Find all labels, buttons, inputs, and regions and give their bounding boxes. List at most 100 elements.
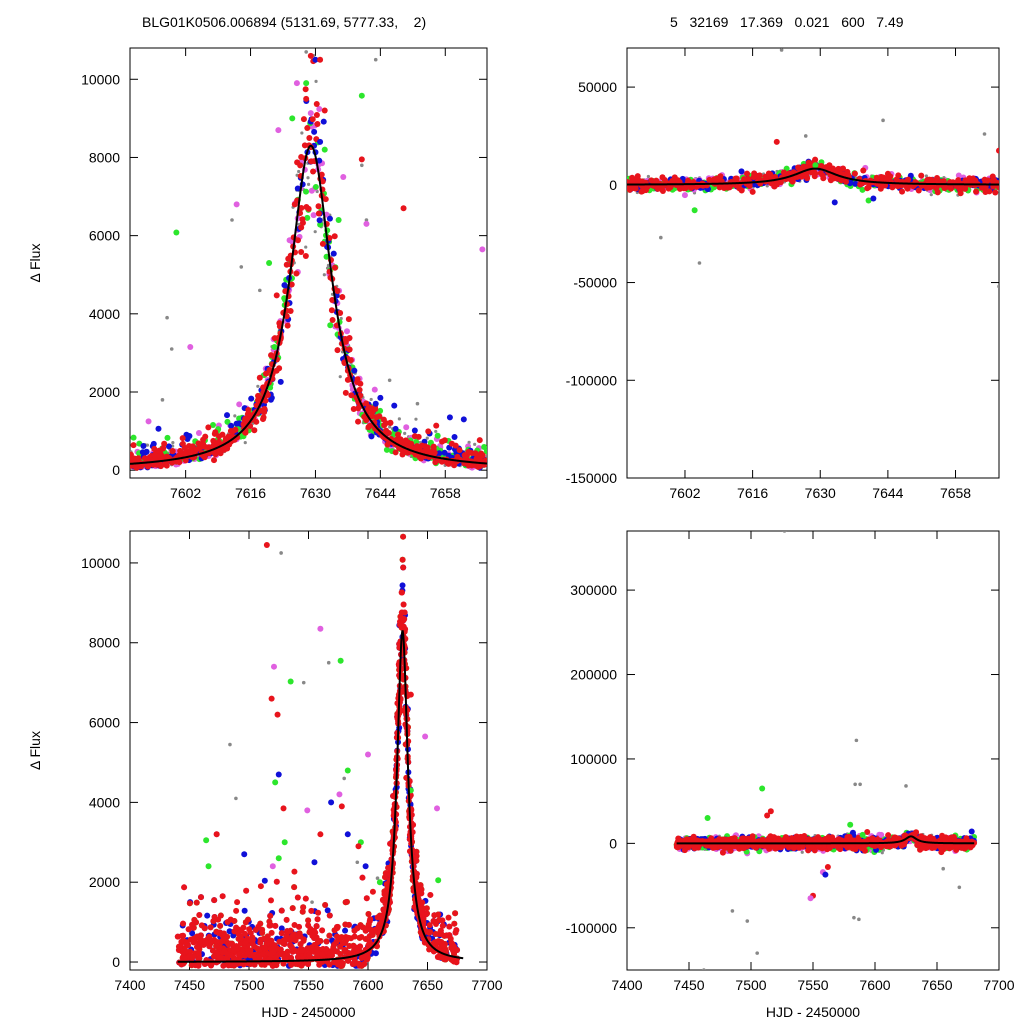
- data-point: [294, 159, 301, 166]
- header-right-parameters: 5 32169 17.369 0.021 600 7.49: [670, 14, 904, 30]
- data-point: [268, 929, 275, 936]
- data-point: [982, 189, 989, 196]
- data-point: [831, 199, 838, 206]
- data-point: [929, 193, 933, 197]
- x-tick-label: 7644: [365, 485, 396, 501]
- data-point: [330, 250, 337, 257]
- panel-bottom-left: 7400 7450 7500 7550 7600 7650 7700020004000600…: [27, 530, 503, 1020]
- data-point: [365, 405, 372, 412]
- data-point: [385, 429, 392, 436]
- data-point: [262, 370, 269, 377]
- data-point: [328, 307, 335, 314]
- data-point: [970, 178, 977, 185]
- x-tick-label: 7630: [805, 485, 836, 501]
- data-point: [319, 240, 326, 247]
- data-point: [160, 398, 165, 402]
- data-point: [749, 188, 756, 195]
- data-point: [957, 190, 964, 197]
- data-point: [997, 284, 999, 289]
- data-point: [233, 907, 240, 914]
- data-point: [682, 185, 689, 192]
- data-point: [947, 185, 954, 192]
- y-tick-label: 0: [112, 954, 120, 970]
- data-point: [838, 177, 845, 184]
- data-point: [303, 80, 310, 87]
- data-point: [316, 217, 323, 224]
- data-point: [397, 417, 401, 421]
- x-tick-label: 7650: [412, 977, 443, 993]
- data-point: [287, 308, 294, 315]
- y-tick-label: 0: [112, 462, 120, 478]
- data-point: [779, 48, 784, 52]
- data-point: [915, 187, 922, 194]
- data-point: [354, 376, 361, 383]
- data-point: [933, 185, 940, 192]
- y-tick-label: 2000: [89, 874, 120, 890]
- data-point: [304, 50, 308, 54]
- data-point: [355, 418, 362, 425]
- data-point: [415, 401, 420, 406]
- data-point: [414, 417, 418, 421]
- data-point: [151, 445, 158, 452]
- data-point: [243, 441, 247, 445]
- data-point: [312, 183, 319, 190]
- data-point: [955, 172, 962, 179]
- data-point: [294, 185, 301, 192]
- data-point: [214, 441, 221, 448]
- data-point: [326, 215, 333, 222]
- data-point: [321, 146, 328, 153]
- data-point: [256, 384, 260, 388]
- data-point: [313, 111, 320, 118]
- data-point: [312, 56, 319, 63]
- data-point: [145, 443, 150, 447]
- data-point: [291, 201, 298, 208]
- data-point: [899, 188, 906, 195]
- data-point: [244, 411, 251, 418]
- data-point: [315, 203, 322, 210]
- x-tick-label: 7400: [114, 977, 145, 993]
- y-tick-label: 0: [609, 177, 617, 193]
- data-point: [251, 427, 258, 434]
- data-point: [345, 316, 352, 323]
- data-point: [473, 462, 480, 469]
- data-point: [918, 172, 925, 179]
- data-point: [371, 386, 378, 393]
- data-point: [387, 378, 392, 383]
- data-point: [204, 912, 211, 919]
- y-tick-label: 4000: [89, 794, 120, 810]
- data-point: [298, 248, 305, 255]
- data-point: [369, 888, 376, 895]
- data-point: [304, 245, 308, 249]
- data-point: [317, 56, 324, 63]
- data-point: [661, 177, 668, 184]
- data-point: [681, 192, 688, 199]
- data-point: [205, 424, 212, 431]
- data-point: [300, 131, 304, 135]
- data-point: [857, 181, 864, 188]
- data-point: [313, 230, 317, 234]
- data-point: [434, 432, 441, 439]
- data-point: [419, 442, 426, 449]
- data-point: [773, 138, 780, 145]
- data-point: [358, 156, 365, 163]
- data-point: [659, 187, 666, 194]
- data-point: [382, 420, 389, 427]
- data-point: [306, 134, 313, 141]
- data-point: [140, 443, 147, 450]
- data-point: [169, 447, 176, 454]
- data-point: [804, 175, 811, 182]
- y-tick-label: 6000: [89, 228, 120, 244]
- data-point: [373, 414, 380, 421]
- data-point: [315, 210, 322, 217]
- data-point: [367, 422, 374, 429]
- data-point: [322, 196, 329, 203]
- data-point: [211, 449, 218, 456]
- data-point: [432, 459, 439, 466]
- data-point: [187, 344, 194, 351]
- data-point: [347, 357, 354, 364]
- data-point: [448, 440, 455, 447]
- data-point: [216, 433, 223, 440]
- data-point: [313, 101, 320, 108]
- data-point: [724, 184, 731, 191]
- data-point: [143, 448, 150, 455]
